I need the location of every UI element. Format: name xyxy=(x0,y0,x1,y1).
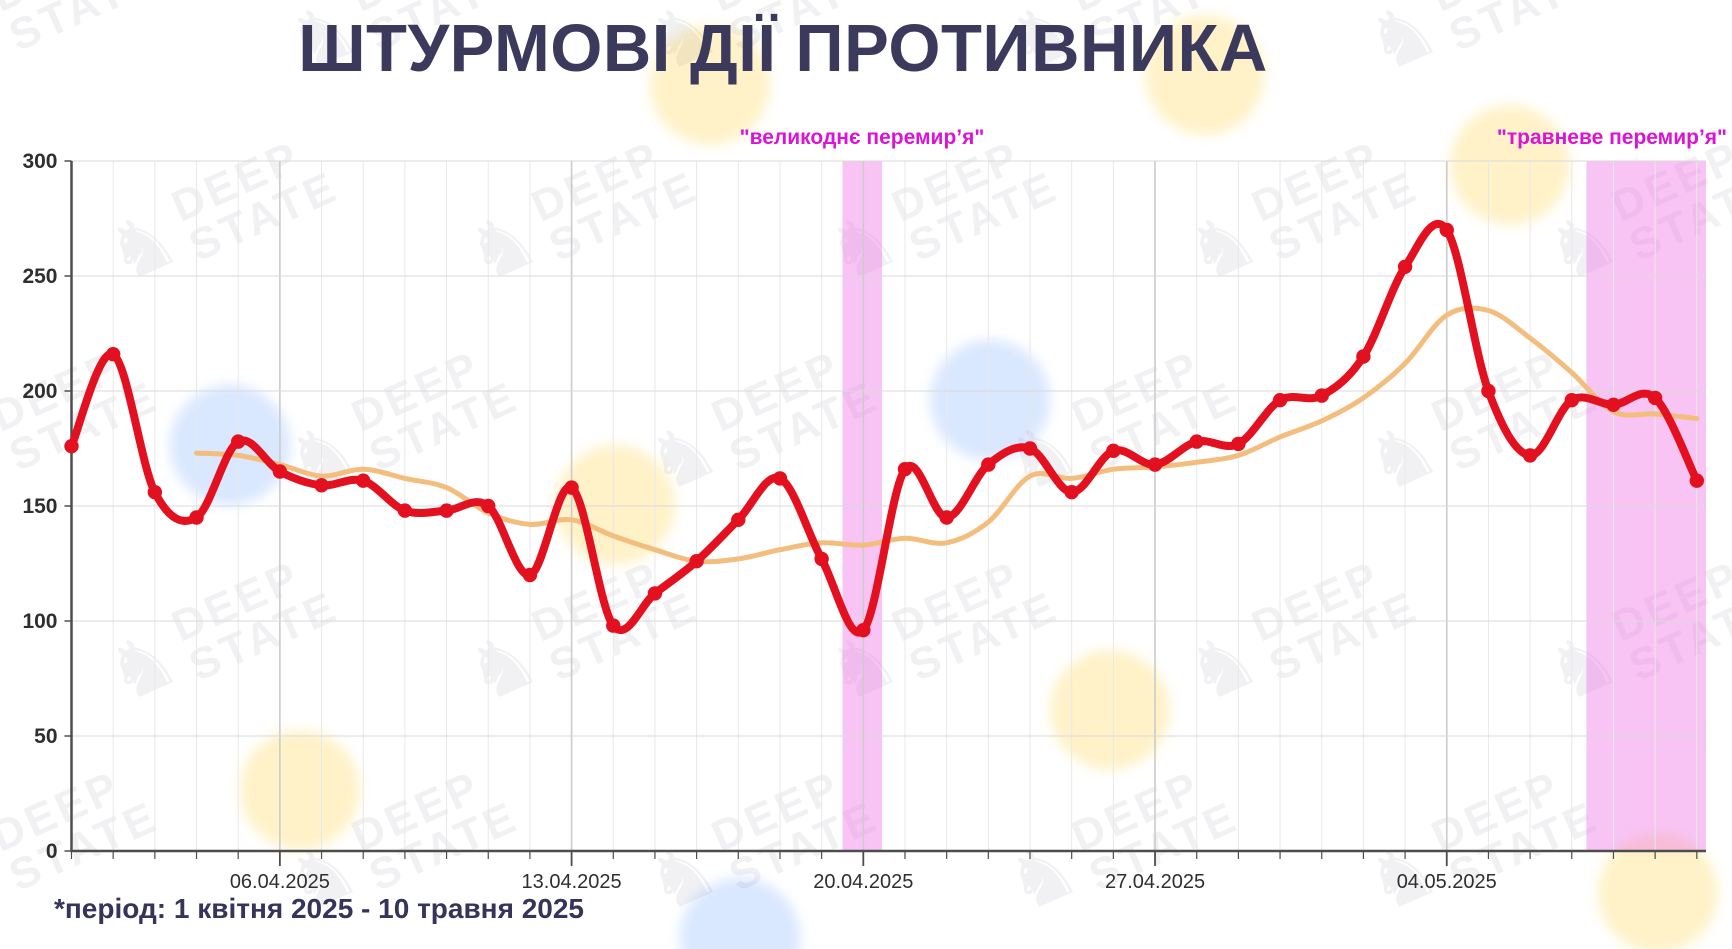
data-point-marker xyxy=(1106,443,1121,458)
data-point-marker xyxy=(1439,222,1454,238)
y-tick-label: 0 xyxy=(46,840,58,863)
data-point-marker xyxy=(814,551,829,567)
data-point-marker xyxy=(647,586,663,601)
data-point-marker xyxy=(731,512,746,527)
x-tick-label: 27.04.2025 xyxy=(1105,871,1205,893)
x-tick-label: 04.05.2025 xyxy=(1397,871,1497,893)
logo-color-blob xyxy=(650,25,770,145)
data-point-marker xyxy=(981,457,996,472)
logo-color-blob xyxy=(1598,833,1718,949)
data-point-marker xyxy=(105,347,121,362)
data-point-marker xyxy=(1147,457,1163,472)
data-point-marker xyxy=(1022,441,1038,456)
data-point-marker xyxy=(1689,473,1705,488)
data-point-marker xyxy=(356,473,371,488)
x-tick-label: 20.04.2025 xyxy=(813,871,913,893)
data-point-marker xyxy=(897,462,913,477)
y-tick-label: 200 xyxy=(22,380,57,403)
period-footnote: *період: 1 квітня 2025 - 10 травня 2025 xyxy=(54,893,584,924)
data-point-marker xyxy=(481,498,496,514)
data-point-marker xyxy=(397,503,413,518)
y-tick-label: 250 xyxy=(22,265,57,288)
data-point-marker xyxy=(64,439,79,454)
y-tick-label: 50 xyxy=(34,725,57,748)
data-point-marker xyxy=(230,434,246,449)
data-point-marker xyxy=(772,471,788,486)
data-point-marker xyxy=(689,554,704,569)
data-point-marker xyxy=(606,618,621,633)
logo-color-blob xyxy=(240,730,360,850)
logo-color-blob xyxy=(1450,105,1570,225)
data-point-marker xyxy=(939,510,954,525)
data-point-marker xyxy=(1231,436,1246,452)
data-point-marker xyxy=(1272,393,1288,408)
data-point-marker xyxy=(1064,485,1079,500)
y-tick-label: 100 xyxy=(22,610,57,633)
data-point-marker xyxy=(564,480,579,495)
data-point-marker xyxy=(147,485,163,500)
may-truce-annotation: "травневе перемир’я" xyxy=(1496,126,1727,149)
y-tick-label: 300 xyxy=(22,150,57,173)
x-tick-label: 06.04.2025 xyxy=(230,871,330,893)
data-point-marker xyxy=(1606,397,1621,412)
data-point-marker xyxy=(522,567,538,583)
data-point-marker xyxy=(439,503,454,518)
x-tick-label: 13.04.2025 xyxy=(522,871,622,893)
data-point-marker xyxy=(1647,390,1663,406)
data-point-marker xyxy=(1522,448,1538,463)
data-point-marker xyxy=(314,478,329,493)
data-point-marker xyxy=(1564,393,1579,408)
data-point-marker xyxy=(1314,388,1329,403)
data-point-marker xyxy=(189,510,204,525)
data-point-marker xyxy=(856,623,871,638)
chart-title: ШТУРМОВІ ДІЇ ПРОТИВНИКА xyxy=(298,11,1268,86)
data-point-marker xyxy=(272,464,288,479)
logo-color-blob xyxy=(1145,15,1265,135)
data-point-marker xyxy=(1356,349,1371,364)
easter-truce-annotation: "великоднє перемир’я" xyxy=(739,126,985,149)
smoothed-trend-line xyxy=(194,305,1700,565)
data-point-marker xyxy=(1481,383,1496,399)
daily-assaults-line xyxy=(67,219,1701,637)
y-tick-label: 150 xyxy=(22,495,57,518)
logo-color-blob xyxy=(1050,650,1170,770)
data-point-marker xyxy=(1397,259,1413,274)
data-point-marker xyxy=(1189,434,1204,449)
